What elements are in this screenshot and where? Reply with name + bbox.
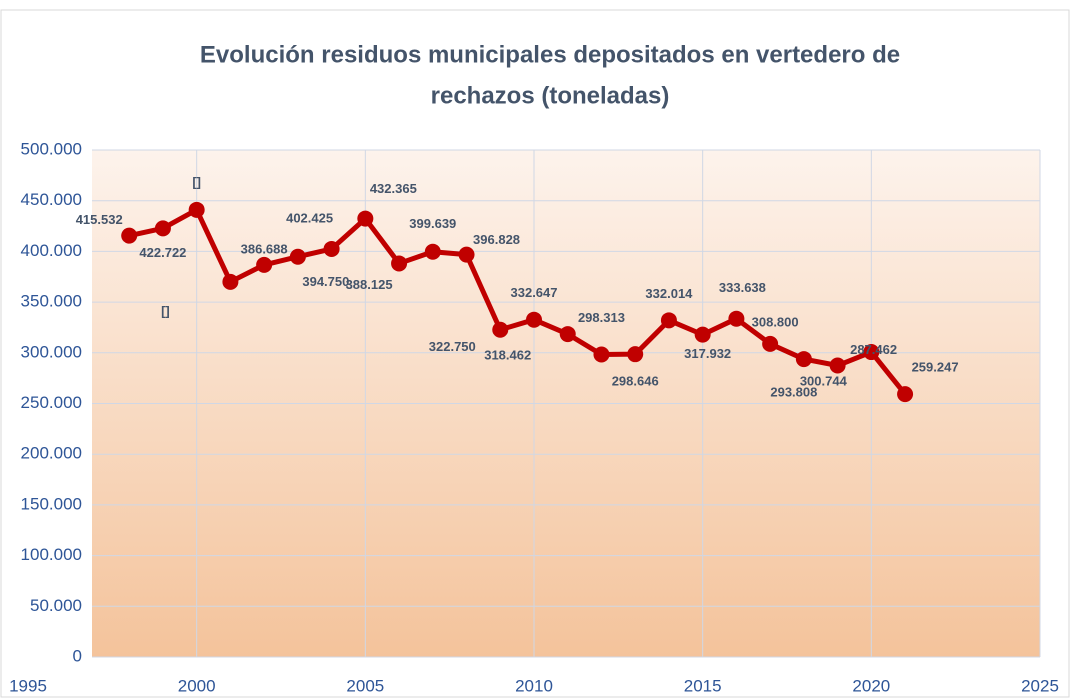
data-label: 298.313 — [578, 310, 625, 325]
marker — [256, 256, 273, 273]
data-label: 300.744 — [800, 373, 848, 388]
data-label: 415.532 — [76, 212, 123, 227]
marker — [188, 201, 205, 218]
x-tick-label: 2005 — [346, 676, 384, 695]
marker — [458, 246, 475, 263]
y-tick-label: 0 — [73, 646, 82, 665]
chart-title: rechazos (toneladas) — [431, 82, 670, 109]
data-label: 259.247 — [912, 360, 959, 375]
y-tick-label: 100.000 — [21, 545, 82, 564]
marker — [323, 240, 340, 257]
marker — [762, 335, 779, 352]
data-label: 402.425 — [286, 210, 333, 225]
data-label: 399.639 — [409, 216, 456, 231]
data-label: 396.828 — [473, 232, 520, 247]
data-label: 318.462 — [484, 348, 531, 363]
data-label: 432.365 — [370, 181, 417, 196]
chart-title: Evolución residuos municipales depositad… — [200, 41, 900, 68]
x-tick-label: 2020 — [852, 676, 890, 695]
marker — [289, 248, 306, 265]
y-tick-label: 350.000 — [21, 292, 82, 311]
data-label: 322.750 — [429, 339, 476, 354]
data-label: 293.808 — [770, 385, 817, 400]
marker — [492, 321, 509, 338]
x-tick-label: 2025 — [1021, 676, 1059, 695]
data-label: 332.014 — [645, 286, 693, 301]
marker — [728, 310, 745, 327]
marker — [526, 311, 542, 328]
marker — [222, 273, 239, 290]
marker — [863, 344, 880, 361]
data-label: 287.462 — [850, 342, 897, 357]
marker — [795, 351, 812, 368]
marker — [660, 312, 677, 329]
marker — [559, 326, 576, 343]
y-tick-label: 200.000 — [21, 444, 82, 463]
marker — [694, 326, 711, 343]
marker — [357, 210, 374, 227]
data-label: 388.125 — [346, 277, 393, 292]
data-label: 422.722 — [139, 245, 186, 260]
y-tick-label: 300.000 — [21, 342, 82, 361]
data-label: 386.688 — [241, 241, 288, 256]
marker — [829, 357, 846, 374]
data-label: 394.750 — [302, 274, 349, 289]
marker — [154, 220, 171, 237]
data-label: 298.646 — [612, 374, 659, 389]
x-tick-label: 2015 — [684, 676, 722, 695]
x-tick-label: 2010 — [515, 676, 553, 695]
data-label: [] — [192, 174, 201, 189]
y-tick-label: 400.000 — [21, 241, 82, 260]
data-label: 308.800 — [752, 314, 799, 329]
marker — [897, 386, 914, 403]
data-label: 333.638 — [719, 280, 766, 295]
marker — [593, 346, 610, 363]
marker — [391, 255, 408, 272]
x-tick-label: 2000 — [178, 676, 216, 695]
marker — [121, 227, 138, 244]
data-label: 317.932 — [684, 346, 731, 361]
y-tick-label: 450.000 — [21, 190, 82, 209]
marker — [627, 346, 644, 363]
y-tick-label: 250.000 — [21, 393, 82, 412]
data-label: [] — [161, 303, 170, 318]
marker — [424, 243, 441, 260]
data-label: 332.647 — [511, 285, 558, 300]
y-tick-label: 50.000 — [30, 596, 82, 615]
y-tick-label: 500.000 — [21, 139, 82, 158]
y-tick-label: 150.000 — [21, 494, 82, 513]
x-tick-label: 1995 — [9, 676, 47, 695]
